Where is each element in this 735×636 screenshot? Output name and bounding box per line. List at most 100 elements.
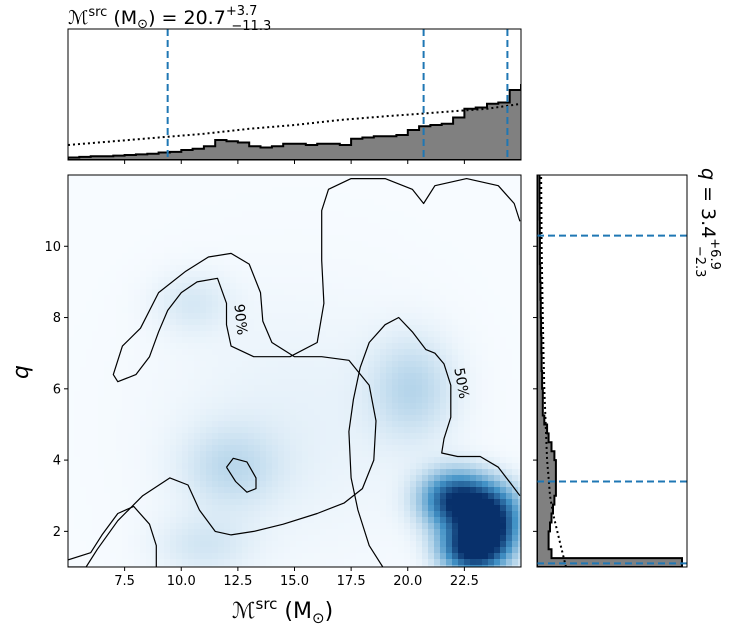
heatmap-cell bbox=[98, 553, 105, 560]
heatmap-cell bbox=[278, 409, 285, 416]
heatmap-cell bbox=[128, 481, 135, 488]
heatmap-cell bbox=[488, 535, 495, 542]
heatmap-cell bbox=[452, 541, 459, 548]
heatmap-cell bbox=[404, 223, 411, 230]
heatmap-cell bbox=[476, 457, 483, 464]
heatmap-cell bbox=[68, 205, 75, 212]
heatmap-cell bbox=[368, 181, 375, 188]
heatmap-cell bbox=[332, 475, 339, 482]
heatmap-cell bbox=[200, 415, 207, 422]
heatmap-cell bbox=[272, 289, 279, 296]
heatmap-cell bbox=[182, 559, 189, 566]
heatmap-cell bbox=[458, 301, 465, 308]
heatmap-cell bbox=[422, 433, 429, 440]
heatmap-cell bbox=[470, 325, 477, 332]
heatmap-cell bbox=[308, 427, 315, 434]
heatmap-cell bbox=[146, 397, 153, 404]
heatmap-cell bbox=[266, 277, 273, 284]
heatmap-cell bbox=[494, 385, 501, 392]
heatmap-cell bbox=[290, 433, 297, 440]
heatmap-cell bbox=[86, 325, 93, 332]
heatmap-cell bbox=[116, 553, 123, 560]
heatmap-cell bbox=[266, 253, 273, 260]
heatmap-cell bbox=[338, 313, 345, 320]
heatmap-cell bbox=[470, 469, 477, 476]
heatmap-cell bbox=[470, 355, 477, 362]
heatmap-cell bbox=[494, 481, 501, 488]
heatmap-cell bbox=[398, 223, 405, 230]
heatmap-cell bbox=[362, 427, 369, 434]
heatmap-cell bbox=[404, 499, 411, 506]
heatmap-cell bbox=[356, 271, 363, 278]
heatmap-cell bbox=[386, 199, 393, 206]
heatmap-cell bbox=[206, 181, 213, 188]
heatmap-cell bbox=[494, 301, 501, 308]
heatmap-cell bbox=[236, 421, 243, 428]
heatmap-cell bbox=[410, 547, 417, 554]
heatmap-cell bbox=[188, 481, 195, 488]
heatmap-cell bbox=[314, 265, 321, 272]
heatmap-cell bbox=[278, 367, 285, 374]
heatmap-cell bbox=[224, 481, 231, 488]
heatmap-cell bbox=[110, 343, 117, 350]
heatmap-cell bbox=[194, 271, 201, 278]
heatmap-cell bbox=[500, 187, 507, 194]
heatmap-cell bbox=[398, 529, 405, 536]
heatmap-cell bbox=[470, 193, 477, 200]
heatmap-cell bbox=[278, 361, 285, 368]
heatmap-cell bbox=[218, 385, 225, 392]
heatmap-cell bbox=[458, 253, 465, 260]
heatmap-cell bbox=[68, 547, 75, 554]
heatmap-cell bbox=[410, 307, 417, 314]
heatmap-cell bbox=[98, 409, 105, 416]
heatmap-cell bbox=[134, 403, 141, 410]
heatmap-cell bbox=[518, 337, 521, 344]
heatmap-cell bbox=[104, 313, 111, 320]
heatmap-cell bbox=[224, 349, 231, 356]
heatmap-cell bbox=[116, 439, 123, 446]
heatmap-cell bbox=[326, 271, 333, 278]
heatmap-cell bbox=[236, 331, 243, 338]
heatmap-cell bbox=[218, 541, 225, 548]
heatmap-cell bbox=[242, 319, 249, 326]
heatmap-cell bbox=[104, 487, 111, 494]
heatmap-cell bbox=[236, 565, 243, 567]
heatmap-cell bbox=[200, 445, 207, 452]
heatmap-cell bbox=[428, 511, 435, 518]
heatmap-cell bbox=[428, 505, 435, 512]
heatmap-cell bbox=[74, 373, 81, 380]
heatmap-cell bbox=[242, 343, 249, 350]
heatmap-cell bbox=[164, 301, 171, 308]
heatmap-cell bbox=[410, 445, 417, 452]
heatmap-cell bbox=[230, 541, 237, 548]
heatmap-cell bbox=[158, 289, 165, 296]
heatmap-cell bbox=[332, 217, 339, 224]
heatmap-cell bbox=[128, 241, 135, 248]
heatmap-cell bbox=[356, 457, 363, 464]
heatmap-cell bbox=[512, 445, 519, 452]
heatmap-cell bbox=[488, 493, 495, 500]
heatmap-cell bbox=[170, 463, 177, 470]
heatmap-cell bbox=[494, 247, 501, 254]
heatmap-cell bbox=[260, 235, 267, 242]
heatmap-cell bbox=[182, 469, 189, 476]
heatmap-cell bbox=[350, 211, 357, 218]
heatmap-cell bbox=[290, 499, 297, 506]
heatmap-cell bbox=[116, 535, 123, 542]
heatmap-cell bbox=[494, 217, 501, 224]
heatmap-cell bbox=[218, 205, 225, 212]
heatmap-cell bbox=[170, 457, 177, 464]
heatmap-cell bbox=[392, 451, 399, 458]
heatmap-cell bbox=[440, 469, 447, 476]
heatmap-cell bbox=[212, 193, 219, 200]
heatmap-cell bbox=[392, 247, 399, 254]
heatmap-cell bbox=[134, 493, 141, 500]
heatmap-cell bbox=[122, 475, 129, 482]
heatmap-cell bbox=[290, 487, 297, 494]
heatmap-cell bbox=[446, 229, 453, 236]
heatmap-cell bbox=[260, 463, 267, 470]
heatmap-cell bbox=[206, 511, 213, 518]
heatmap-cell bbox=[302, 529, 309, 536]
heatmap-cell bbox=[236, 343, 243, 350]
heatmap-cell bbox=[242, 433, 249, 440]
